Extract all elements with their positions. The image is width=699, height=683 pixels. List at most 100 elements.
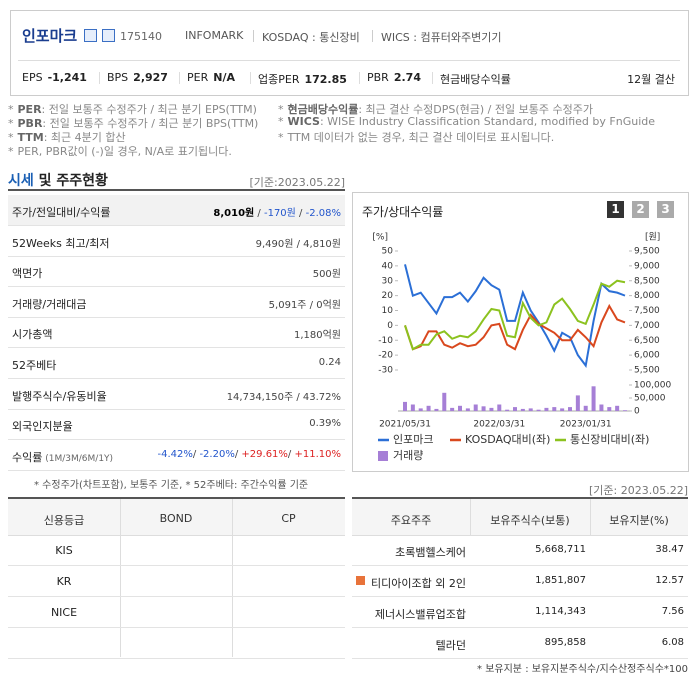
note-text: : WISE Industry Classification Standard,… [319, 115, 655, 128]
icon-company[interactable] [102, 29, 115, 42]
chart-box [352, 192, 689, 472]
tick-label: 6,500 [634, 336, 660, 346]
table-cell: 티디아이조합 외 2인 [371, 577, 466, 590]
table-row [352, 566, 688, 597]
note-text: : 최근 4분기 합산 [43, 131, 126, 144]
note-mark: * [278, 115, 284, 128]
chart-button[interactable]: 3 [657, 201, 674, 218]
volume-bar [434, 408, 439, 411]
tick-label: 30 [382, 276, 394, 286]
metric-label: 업종PER [258, 73, 300, 86]
volume-bar [418, 408, 423, 411]
table-top [8, 497, 345, 499]
table-header-bg [8, 499, 345, 536]
row-label: 액면가 [12, 267, 43, 281]
row-label: 52Weeks 최고/최저 [12, 236, 110, 250]
volume-bar [520, 408, 525, 411]
metric-sep [359, 72, 360, 84]
value-part: / [192, 448, 200, 460]
table-cell: 38.47 [655, 544, 684, 555]
table-header-bg [352, 499, 688, 536]
table-row [352, 535, 688, 566]
metric-label: PBR [367, 71, 389, 84]
volume-bar [528, 408, 533, 411]
row [8, 287, 345, 318]
row-value: 5,091주 / 0억원 [269, 296, 341, 311]
metric-sep [99, 72, 100, 84]
date: [기준:2023.05.22] [249, 176, 345, 189]
row [8, 195, 345, 226]
table-cell: 6.08 [661, 637, 684, 648]
row-value: 0.24 [319, 357, 341, 368]
tag: KOSDAQ : 통신장비 [262, 31, 360, 44]
row-value: 1,180억원 [294, 326, 341, 341]
row [8, 440, 345, 471]
x-tick-label: 2022/03/31 [473, 420, 525, 430]
note-key: PER [17, 103, 42, 116]
y2-axis-label: [원] [645, 232, 660, 243]
table-top [352, 497, 688, 499]
legend-label: KOSDAQ대비(좌) [465, 433, 550, 446]
metric-label: PER [187, 71, 209, 84]
note-text: PER, PBR값이 (-)일 경우, N/A로 표기됩니다. [17, 145, 232, 158]
row-value: 14,734,150주 / 43.72% [227, 388, 341, 403]
volume-bar [465, 408, 470, 411]
tick-label: 7,500 [634, 306, 660, 316]
note-key: PBR [17, 117, 43, 130]
note-text: : 최근 결산 수정DPS(현금) / 전일 보통주 수정주가 [358, 103, 593, 116]
label-note: (1M/3M/6M/1Y) [42, 453, 114, 464]
row-label: 발행주식수/유동비율 [12, 389, 107, 403]
volume-bar [410, 404, 415, 411]
chart-button[interactable]: 2 [632, 201, 649, 218]
row [8, 379, 345, 410]
tick-label: -20 [378, 351, 393, 361]
note-text: : 전일 보통주 수정주가 / 최근 분기 BPS(TTM) [42, 117, 259, 130]
tick-label: 8,000 [634, 291, 660, 301]
value-part: / [234, 448, 242, 460]
section-title-part: 및 주주현황 [33, 173, 108, 189]
tick-label: -30 [378, 366, 393, 376]
metric-value: N/A [213, 71, 235, 84]
volume-bar [458, 405, 462, 411]
tag-sep [253, 30, 254, 42]
metric-value: 172.85 [304, 73, 347, 86]
note: * TTM: 최근 4분기 합산 [8, 129, 126, 145]
tick-label: 0 [387, 321, 393, 331]
volume-bar [536, 409, 541, 411]
value-part: +29.61% [241, 448, 288, 460]
metric: PBR 2.74 [367, 71, 421, 84]
metric-label: 현금배당수익률 [440, 73, 511, 86]
table-cell: 1,114,343 [535, 606, 586, 617]
table-header: BOND [159, 512, 193, 525]
tag-sep [372, 30, 373, 42]
row-value: 500원 [313, 265, 341, 280]
tick-label: 9,000 [634, 261, 660, 271]
row [8, 317, 345, 349]
volume-bar [403, 401, 407, 411]
line [404, 264, 626, 368]
value-part: -170원 [263, 208, 296, 219]
row [8, 409, 345, 441]
legend-label: 거래량 [393, 449, 423, 462]
note-text: : 전일 보통주 수정주가 / 최근 분기 EPS(TTM) [41, 103, 257, 116]
plus-icon [356, 576, 365, 585]
tick-label: 7,000 [634, 321, 660, 331]
value-part: 500원 [312, 269, 341, 281]
col-sep [232, 499, 233, 657]
row-label: 52주베타 [12, 359, 57, 372]
value-part: 14,734,150주 / 43.72% [226, 391, 341, 403]
table-header: CP [281, 512, 296, 525]
x-tick-label: 2021/05/31 [379, 420, 431, 430]
metric-sep [432, 72, 433, 84]
metric: PER N/A [187, 71, 235, 84]
metric: BPS 2,927 [107, 71, 168, 84]
metric-value: -1,241 [47, 71, 87, 84]
holders-footnote: * 보유지분 : 보유지분주식수/지수산정주식수*100 [477, 664, 688, 675]
icon-home[interactable] [84, 29, 97, 42]
chart-button[interactable]: 1 [607, 201, 624, 218]
row [8, 348, 345, 379]
x-tick-label: 2023/01/31 [560, 420, 612, 430]
tick-label: 100,000 [634, 381, 671, 391]
tick-label: 6,000 [634, 351, 660, 361]
value-part: 5,091주 / 0억원 [268, 299, 341, 311]
